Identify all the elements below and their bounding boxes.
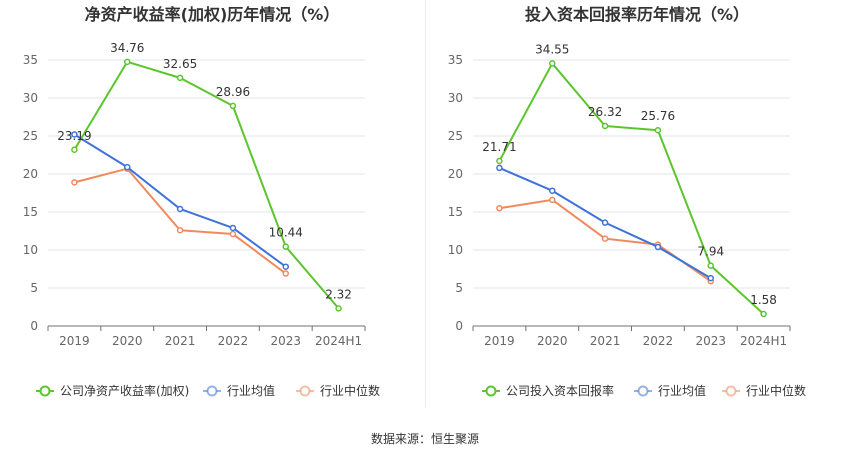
- series-line: [74, 167, 287, 275]
- legend-swatch-marker: [39, 385, 51, 397]
- legend-label: 行业均值: [227, 383, 275, 398]
- data-label: 2.32: [325, 287, 352, 301]
- x-tick-label: 2022: [218, 334, 249, 348]
- series-line: [498, 62, 765, 315]
- data-source-note: 数据来源：恒生聚源: [370, 432, 479, 446]
- x-tick-label: 2023: [270, 334, 301, 348]
- x-tick-label: 2020: [112, 334, 143, 348]
- y-tick-label: 35: [448, 53, 463, 67]
- y-tick-label: 20: [448, 167, 463, 181]
- y-tick-label: 0: [30, 319, 38, 333]
- chart-title: 投入资本回报率历年情况（%）: [525, 5, 749, 24]
- data-label: 34.76: [110, 41, 144, 55]
- data-point: [71, 146, 78, 154]
- x-tick-label: 2020: [537, 334, 568, 348]
- data-label: 23.19: [57, 129, 91, 143]
- legend-label: 行业中位数: [746, 383, 806, 398]
- roic-chart: 投入资本回报率历年情况（%） 0 5 10 15 20 25 30 35 2019 2020 2021…: [448, 5, 806, 398]
- data-point: [335, 305, 342, 312]
- data-point: [601, 122, 609, 130]
- chart-title: 净资产收益率(加权)历年情况（%）: [85, 5, 340, 24]
- y-tick-label: 5: [455, 281, 463, 295]
- roic-chart-panel: 投入资本回报率历年情况（%） 0 5 10 15 20 25 30 35 2019 2020 2021…: [425, 0, 850, 410]
- data-label: 10.44: [269, 226, 303, 240]
- data-point: [282, 263, 289, 270]
- data-point: [229, 230, 237, 238]
- data-label: 1.58: [750, 293, 777, 307]
- series-line: [73, 60, 340, 310]
- y-tick-label: 10: [23, 243, 38, 257]
- y-tick-label: 25: [23, 129, 38, 143]
- data-point: [601, 235, 609, 242]
- data-point: [282, 243, 289, 250]
- data-label: 25.76: [641, 109, 675, 123]
- legend-label: 公司投入资本回报率: [506, 383, 614, 398]
- y-tick-label: 5: [30, 281, 38, 295]
- y-tick-label: 30: [448, 91, 463, 105]
- y-tick-label: 0: [455, 319, 463, 333]
- x-tick-label: 2021: [590, 334, 621, 348]
- data-point: [176, 226, 184, 234]
- data-point: [229, 224, 237, 232]
- data-point: [760, 310, 767, 318]
- data-point: [496, 204, 503, 212]
- data-point: [549, 60, 556, 67]
- legend-swatch-marker: [206, 385, 218, 397]
- x-tick-label: 2022: [643, 334, 674, 348]
- y-tick-label: 30: [23, 91, 38, 105]
- x-tick-label: 2024H1: [315, 334, 362, 348]
- x-tick-label: 2024H1: [740, 334, 787, 348]
- roe-chart: 净资产收益率(加权)历年情况（%） 0 5 10 15 20 25 30 35 2019 2020 2…: [23, 5, 380, 398]
- data-point: [124, 163, 131, 171]
- legend-swatch-marker: [725, 385, 737, 397]
- x-tick-label: 2021: [165, 334, 196, 348]
- roe-chart-panel: 净资产收益率(加权)历年情况（%） 0 5 10 15 20 25 30 35 2019 2020 2…: [0, 0, 425, 410]
- panel-divider: [425, 0, 426, 408]
- data-point: [549, 196, 556, 204]
- data-point: [707, 274, 714, 282]
- data-point: [601, 219, 609, 226]
- legend-swatch-marker: [299, 385, 311, 397]
- y-tick-label: 20: [23, 167, 38, 181]
- data-label: 7.94: [697, 245, 724, 259]
- data-point: [654, 126, 662, 134]
- legend-swatch-marker: [485, 385, 497, 397]
- data-point: [71, 179, 78, 186]
- y-tick-label: 15: [448, 205, 463, 219]
- data-point: [549, 187, 556, 194]
- data-point: [654, 243, 662, 251]
- data-label: 28.96: [216, 85, 250, 99]
- y-tick-label: 10: [448, 243, 463, 257]
- data-label: 21.71: [482, 140, 516, 154]
- data-point: [282, 270, 289, 277]
- x-tick-label: 2019: [484, 334, 515, 348]
- data-label: 26.32: [588, 105, 622, 119]
- data-point: [707, 262, 714, 269]
- data-point: [176, 74, 184, 82]
- y-tick-label: 25: [448, 129, 463, 143]
- series-line: [73, 133, 287, 268]
- data-label: 32.65: [163, 57, 197, 71]
- data-point: [496, 157, 503, 165]
- legend-swatch-marker: [637, 385, 649, 397]
- data-point: [496, 164, 503, 172]
- data-point: [176, 205, 184, 213]
- legend-label: 行业中位数: [320, 383, 380, 398]
- data-label: 34.55: [535, 42, 569, 56]
- y-tick-label: 15: [23, 205, 38, 219]
- legend-label: 公司净资产收益率(加权): [60, 383, 189, 398]
- data-point: [71, 131, 78, 138]
- data-point: [229, 102, 237, 110]
- x-tick-label: 2019: [59, 334, 90, 348]
- x-tick-label: 2023: [695, 334, 726, 348]
- y-tick-label: 35: [23, 53, 38, 67]
- legend-label: 行业均值: [658, 383, 706, 398]
- data-point: [124, 58, 131, 66]
